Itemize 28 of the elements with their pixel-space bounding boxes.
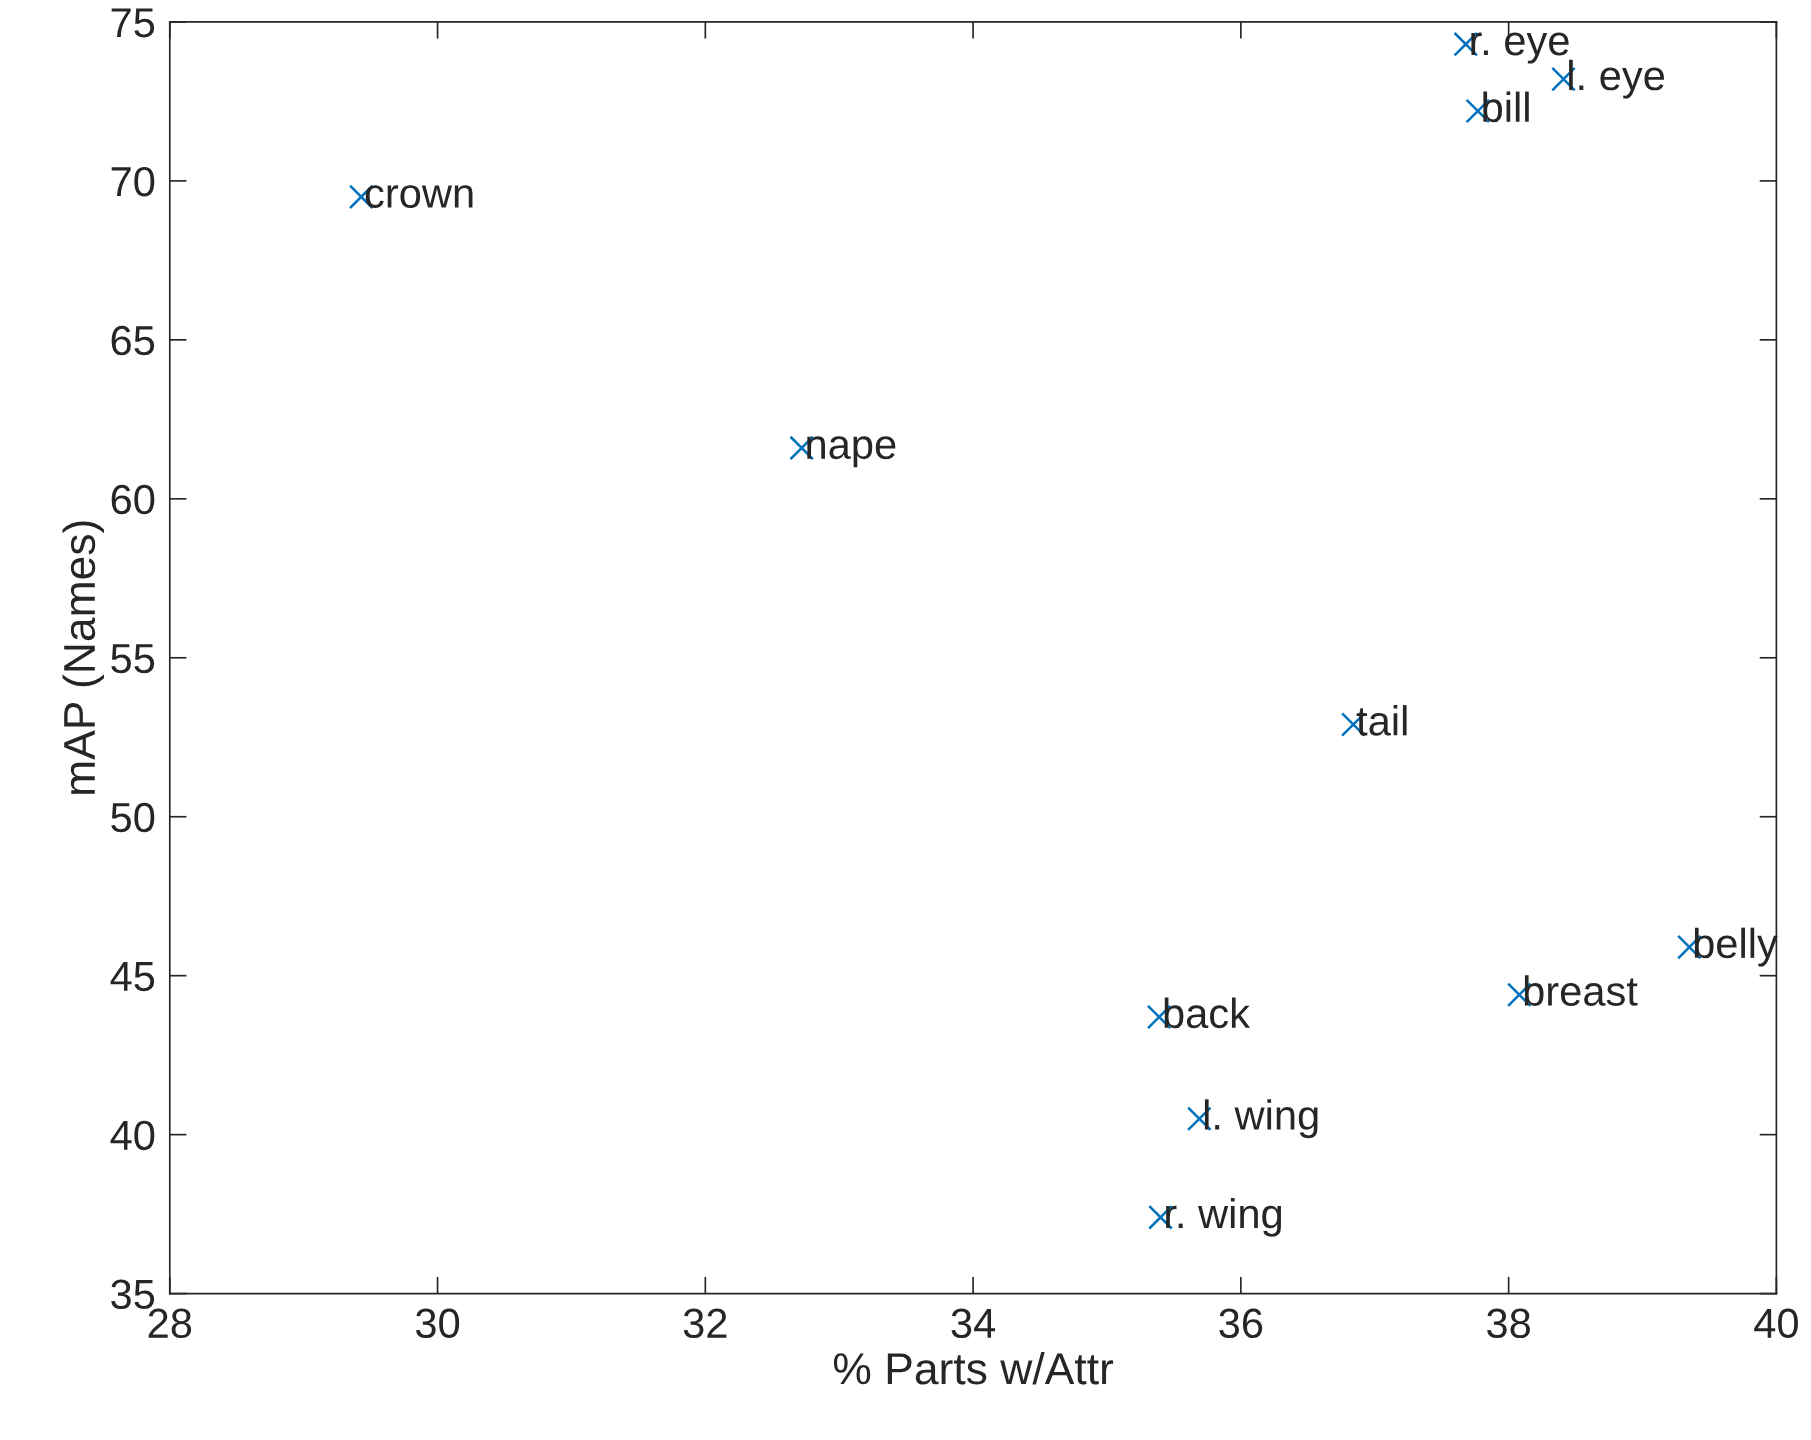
x-tick-label: 34 — [951, 1308, 996, 1339]
annotation: back — [1164, 997, 1251, 1029]
y-tick-label: 50 — [111, 802, 155, 833]
x-tick-label: 40 — [1754, 1308, 1798, 1339]
y-axis-title: mAP (Names) — [62, 521, 104, 794]
annotation: l. eye — [1569, 59, 1665, 99]
y-tick-label: 55 — [111, 644, 155, 674]
annotation: l. wing — [1204, 1099, 1318, 1139]
annotation: crown — [365, 185, 473, 208]
y-tick-label: 60 — [111, 484, 155, 515]
y-tick-label: 70 — [111, 166, 155, 197]
x-tick-label: 38 — [1487, 1308, 1530, 1339]
annotation: r. wing — [1166, 1197, 1282, 1237]
y-tick-label: 40 — [110, 1120, 155, 1151]
y-tick-label: 65 — [111, 325, 155, 356]
y-tick-label: 45 — [110, 962, 155, 992]
annotation: breast — [1524, 975, 1638, 1006]
x-tick-label: 36 — [1219, 1308, 1263, 1339]
x-tick-label: 28 — [148, 1308, 192, 1339]
y-tick-label: 35 — [111, 1279, 155, 1310]
x-tick-label: 30 — [415, 1308, 460, 1339]
annotation: tail — [1356, 705, 1407, 736]
annotation: bill — [1483, 91, 1529, 123]
x-axis-title: % Parts w/Attr — [833, 1351, 1114, 1385]
annotation: nape — [807, 436, 896, 468]
y-tick-label: 75 — [111, 8, 155, 38]
x-tick-label: 32 — [683, 1308, 727, 1339]
annotation: r. eye — [1471, 32, 1569, 64]
